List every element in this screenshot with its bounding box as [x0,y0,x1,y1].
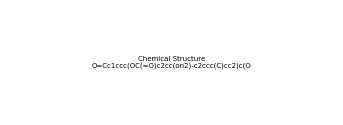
Text: Chemical Structure
O=Cc1ccc(OC(=O)c2cc(on2)-c2ccc(C)cc2)c(O: Chemical Structure O=Cc1ccc(OC(=O)c2cc(o… [92,56,251,69]
